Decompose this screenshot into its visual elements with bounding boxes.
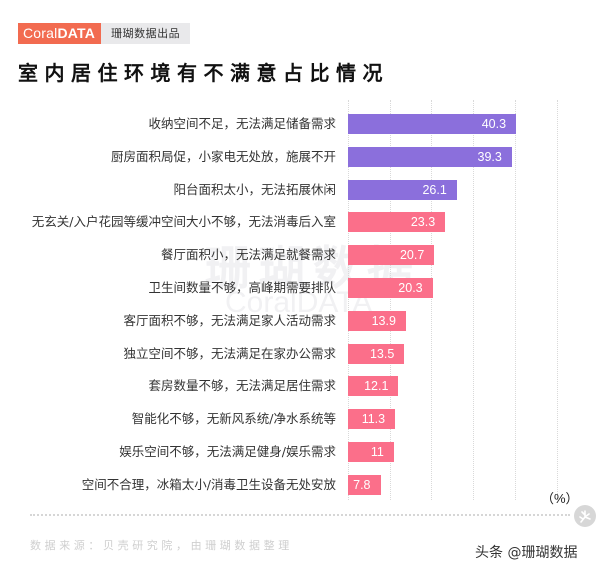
gridline xyxy=(473,100,475,500)
category-label: 独立空间不够，无法满足在家办公需求 xyxy=(123,345,336,361)
chart-row: 独立空间不够，无法满足在家办公需求 13.5 xyxy=(0,343,600,364)
value-label: 12.1 xyxy=(364,379,389,394)
chart-row: 卫生间数量不够，高峰期需要排队 20.3 xyxy=(0,278,600,298)
category-label: 厨房面积局促，小家电无处放，施展不开 xyxy=(110,148,336,164)
coraldata-logo: CoralDATA 珊瑚数据出品 xyxy=(18,23,191,44)
logo-subtitle: 珊瑚数据出品 xyxy=(101,23,191,44)
logo-brand: CoralDATA xyxy=(18,23,102,44)
category-label: 收纳空间不足，无法满足储备需求 xyxy=(148,116,336,131)
bar: 11.3 xyxy=(348,409,396,430)
bar: 13.9 xyxy=(348,310,406,331)
chart-row: 套房数量不够，无法满足居住需求 12.1 xyxy=(0,376,600,397)
value-label: 13.5 xyxy=(369,346,395,361)
gridline xyxy=(389,100,391,500)
category-label: 空间不合理，冰箱太小/消毒卫生设备无处安放 xyxy=(81,476,336,492)
chart-row: 无玄关/入户花园等缓冲空间大小不够，无法消毒后入室 23.3 xyxy=(0,212,600,233)
footer-divider xyxy=(30,514,570,516)
category-label: 娱乐空间不够，无法满足健身/娱乐需求 xyxy=(119,444,336,459)
value-label: 20.7 xyxy=(399,248,425,263)
logo-brand-light: Coral xyxy=(23,25,58,41)
value-label: 20.3 xyxy=(398,281,423,295)
bar: 39.3 xyxy=(348,146,512,167)
category-label: 无玄关/入户花园等缓冲空间大小不够，无法消毒后入室 xyxy=(31,214,336,230)
value-label: 26.1 xyxy=(422,182,447,197)
bar: 26.1 xyxy=(348,179,457,200)
value-label: 7.8 xyxy=(353,477,371,492)
category-label: 阳台面积太小，无法拓展休闲 xyxy=(173,181,336,197)
bar: 11 xyxy=(348,442,394,462)
value-label: 39.3 xyxy=(477,149,502,164)
value-label: 40.3 xyxy=(481,117,507,131)
coral-icon-svg xyxy=(579,510,591,523)
bar: 12.1 xyxy=(348,376,399,397)
category-label: 智能化不够，无新风系统/净水系统等 xyxy=(131,411,336,427)
gridline xyxy=(556,100,558,500)
bar: 13.5 xyxy=(348,343,405,364)
chart-row: 智能化不够，无新风系统/净水系统等 11.3 xyxy=(0,409,600,430)
category-label: 套房数量不够，无法满足居住需求 xyxy=(148,378,336,394)
bar: 23.3 xyxy=(348,212,446,233)
chart-row: 阳台面积太小，无法拓展休闲 26.1 xyxy=(0,179,600,200)
chart-title: 室内居住环境有不满意占比情况 xyxy=(18,61,389,85)
bar: 40.3 xyxy=(348,114,517,134)
gridline xyxy=(348,100,349,500)
chart-row: 娱乐空间不够，无法满足健身/娱乐需求 11 xyxy=(0,442,600,462)
chart-row: 空间不合理，冰箱太小/消毒卫生设备无处安放 7.8 xyxy=(0,474,600,495)
bar: 7.8 xyxy=(348,474,381,495)
category-label: 卫生间数量不够，高峰期需要排队 xyxy=(148,280,336,295)
gridline xyxy=(431,100,433,500)
toutiao-credit: 头条 @珊瑚数据 xyxy=(475,545,578,561)
logo-brand-bold: DATA xyxy=(57,25,96,41)
value-label: 11 xyxy=(370,445,384,459)
value-label: 23.3 xyxy=(410,215,436,230)
chart-row: 收纳空间不足，无法满足储备需求 40.3 xyxy=(0,114,600,134)
category-label: 客厅面积不够，无法满足家人活动需求 xyxy=(123,312,336,328)
bar: 20.3 xyxy=(348,278,433,298)
value-label: 13.9 xyxy=(371,313,396,328)
chart-row: 客厅面积不够，无法满足家人活动需求 13.9 xyxy=(0,310,600,331)
data-source: 数据来源：贝壳研究院，由珊瑚数据整理 xyxy=(30,539,293,552)
chart-row: 餐厅面积小，无法满足就餐需求 20.7 xyxy=(0,245,600,266)
unit-label: （%） xyxy=(541,491,579,506)
value-label: 11.3 xyxy=(361,412,386,427)
coral-branch-icon xyxy=(574,505,596,527)
chart-row: 厨房面积局促，小家电无处放，施展不开 39.3 xyxy=(0,146,600,167)
gridline xyxy=(514,100,516,500)
category-label: 餐厅面积小，无法满足就餐需求 xyxy=(160,247,336,263)
bar: 20.7 xyxy=(348,245,435,266)
